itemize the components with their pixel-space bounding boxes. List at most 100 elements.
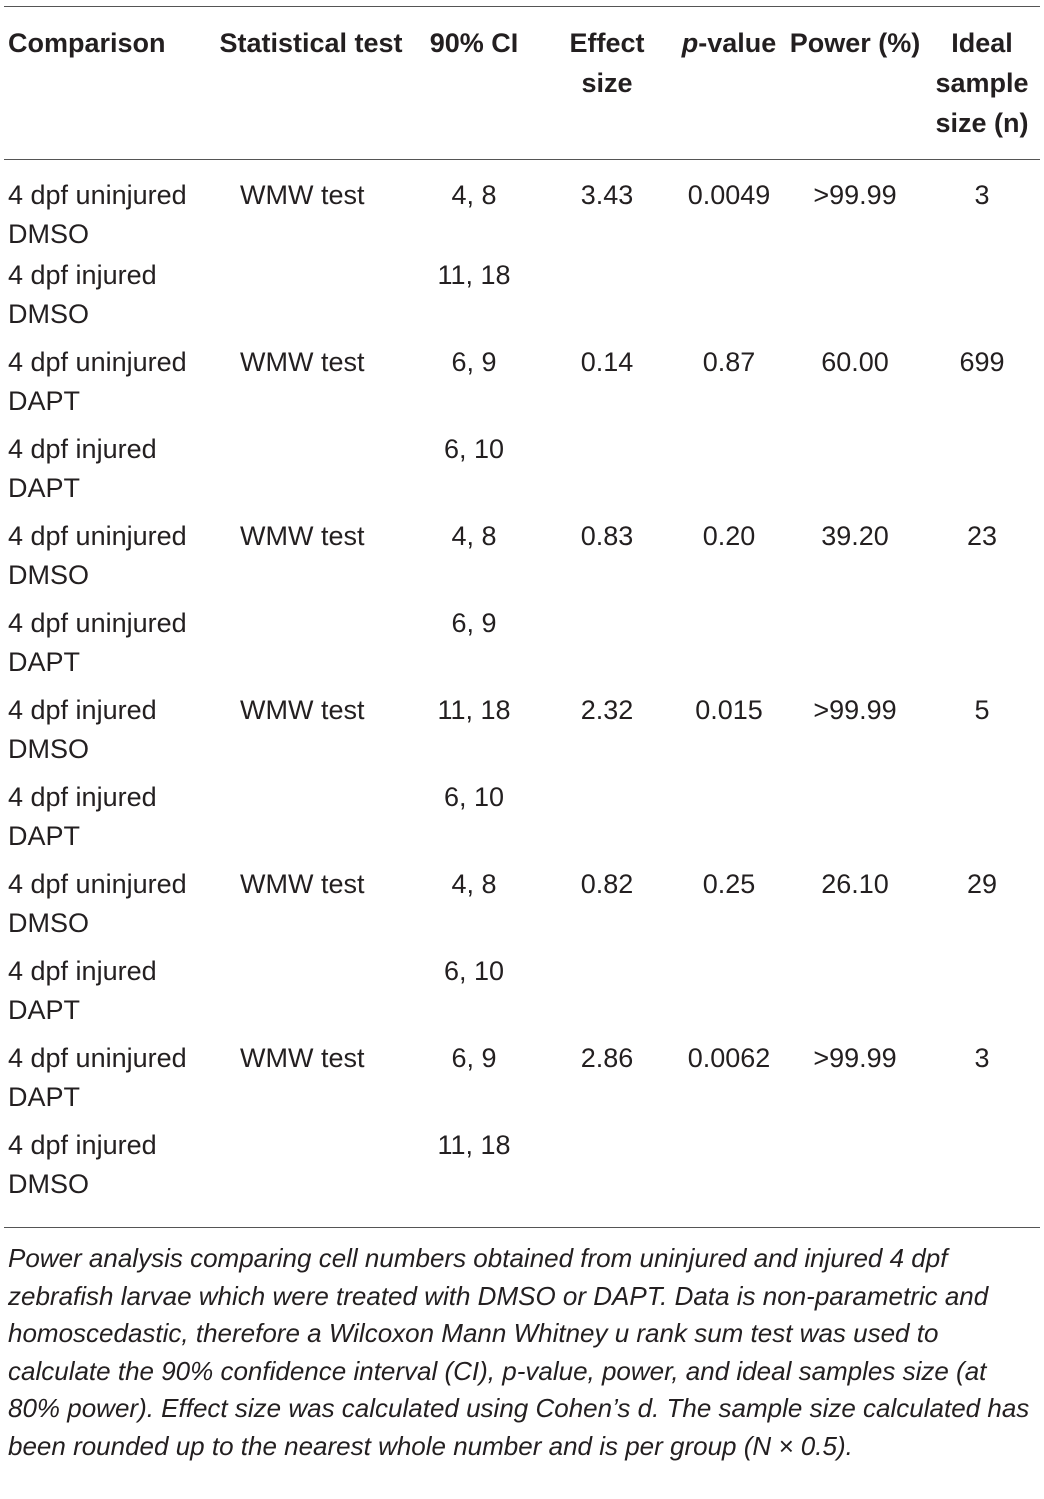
cell-ci: 4, 8 (451, 869, 497, 899)
cell-power: 39.20 (821, 521, 889, 551)
bottom-rule (4, 1227, 1040, 1228)
cell-ideal-sample-size: 5 (974, 695, 990, 725)
table-row: 4 dpf injured DAPT 6, 10 (4, 428, 1040, 515)
cell-power (786, 950, 924, 1037)
header-p-rest: -value (698, 28, 777, 58)
cell-statistical-test (216, 950, 406, 1037)
top-rule (4, 6, 1040, 7)
cell-ideal-sample-size: 29 (966, 869, 998, 899)
header-comparison: Comparison (8, 28, 166, 58)
cell-p-value: 0.015 (695, 695, 763, 725)
cell-p-value: 0.87 (702, 347, 756, 377)
cell-comparison: 4 dpf injured DAPT (8, 956, 157, 1025)
cell-ci: 6, 10 (443, 782, 505, 812)
cell-effect-size: 2.32 (580, 695, 634, 725)
table-row: 4 dpf uninjured DAPT 6, 9 (4, 602, 1040, 689)
cell-comparison: 4 dpf uninjured DMSO (8, 869, 187, 938)
cell-power: >99.99 (813, 695, 897, 725)
cell-power: 60.00 (821, 347, 889, 377)
cell-effect-size (542, 776, 672, 863)
cell-comparison: 4 dpf injured DAPT (8, 782, 157, 851)
cell-statistical-test (216, 254, 406, 341)
table-figure: Comparison Statistical test 90% CI Effec… (4, 6, 1040, 1465)
cell-ideal-sample-size (924, 776, 1040, 863)
header-statistical-test: Statistical test (219, 28, 403, 58)
cell-ci: 11, 18 (437, 260, 511, 290)
cell-power: >99.99 (813, 180, 897, 210)
cell-p-value (672, 950, 786, 1037)
cell-ci: 11, 18 (437, 1130, 511, 1160)
cell-ci: 6, 10 (443, 434, 505, 464)
header-power: Power (%) (789, 28, 921, 58)
table-row: 4 dpf uninjured DMSO WMW test 4, 8 0.83 0.20… (4, 515, 1040, 602)
header-row: Comparison Statistical test 90% CI Effec… (4, 7, 1040, 160)
cell-ideal-sample-size: 3 (974, 1043, 990, 1073)
cell-effect-size (542, 254, 672, 341)
cell-p-value: 0.20 (702, 521, 756, 551)
header-p-italic: p (681, 28, 699, 58)
cell-statistical-test: WMW test (240, 1043, 365, 1073)
cell-ci: 6, 9 (451, 347, 497, 377)
cell-comparison: 4 dpf uninjured DAPT (8, 347, 187, 416)
cell-statistical-test: WMW test (240, 180, 365, 210)
cell-effect-size: 2.86 (580, 1043, 634, 1073)
cell-p-value: 0.0049 (687, 180, 771, 210)
table-row: 4 dpf injured DMSO 11, 18 (4, 1124, 1040, 1211)
cell-power (786, 1124, 924, 1211)
cell-statistical-test: WMW test (240, 695, 365, 725)
cell-comparison: 4 dpf injured DAPT (8, 434, 157, 503)
cell-p-value (672, 602, 786, 689)
cell-comparison: 4 dpf uninjured DMSO (8, 180, 187, 249)
header-p-value: p-value (672, 7, 786, 160)
cell-ci: 6, 9 (451, 608, 497, 638)
cell-statistical-test (216, 776, 406, 863)
cell-ci: 4, 8 (451, 521, 497, 551)
cell-statistical-test (216, 602, 406, 689)
cell-ci: 11, 18 (437, 695, 511, 725)
cell-statistical-test (216, 428, 406, 515)
table-row: 4 dpf uninjured DAPT WMW test 6, 9 0.14 0.87… (4, 341, 1040, 428)
cell-effect-size (542, 1124, 672, 1211)
header-ci: 90% CI (429, 28, 519, 58)
cell-p-value (672, 428, 786, 515)
table-row: 4 dpf injured DAPT 6, 10 (4, 950, 1040, 1037)
cell-power (786, 776, 924, 863)
cell-effect-size: 3.43 (580, 180, 634, 210)
header-ideal-sample-size: Ideal sample size (n) (935, 28, 1029, 138)
header-effect-size: Effect size (569, 28, 645, 98)
cell-ideal-sample-size (924, 254, 1040, 341)
cell-power: >99.99 (813, 1043, 897, 1073)
cell-power (786, 428, 924, 515)
table-row: 4 dpf injured DMSO 11, 18 (4, 254, 1040, 341)
cell-effect-size: 0.14 (580, 347, 634, 377)
cell-ci: 6, 9 (451, 1043, 497, 1073)
table-caption: Power analysis comparing cell numbers ob… (8, 1243, 1030, 1461)
cell-comparison: 4 dpf injured DMSO (8, 1130, 157, 1199)
cell-statistical-test: WMW test (240, 347, 365, 377)
cell-power (786, 602, 924, 689)
cell-effect-size (542, 602, 672, 689)
cell-effect-size: 0.82 (580, 869, 634, 899)
cell-p-value (672, 254, 786, 341)
cell-comparison: 4 dpf injured DMSO (8, 695, 157, 764)
cell-ideal-sample-size (924, 602, 1040, 689)
cell-ideal-sample-size (924, 1124, 1040, 1211)
cell-comparison: 4 dpf uninjured DAPT (8, 1043, 187, 1112)
table-row: 4 dpf uninjured DMSO WMW test 4, 8 0.82 0.25… (4, 863, 1040, 950)
cell-ideal-sample-size (924, 428, 1040, 515)
cell-ideal-sample-size: 3 (974, 180, 990, 210)
power-analysis-table: Comparison Statistical test 90% CI Effec… (4, 7, 1040, 1211)
cell-comparison: 4 dpf uninjured DMSO (8, 521, 187, 590)
table-row: 4 dpf uninjured DAPT WMW test 6, 9 2.86 0.00… (4, 1037, 1040, 1124)
table-row: 4 dpf uninjured DMSO WMW test 4, 8 3.43 0.00… (4, 160, 1040, 255)
cell-statistical-test (216, 1124, 406, 1211)
cell-effect-size (542, 428, 672, 515)
cell-ci: 4, 8 (451, 180, 497, 210)
table-row: 4 dpf injured DAPT 6, 10 (4, 776, 1040, 863)
cell-p-value (672, 1124, 786, 1211)
cell-power (786, 254, 924, 341)
table-body: 4 dpf uninjured DMSO WMW test 4, 8 3.43 0.00… (4, 160, 1040, 1212)
cell-ideal-sample-size (924, 950, 1040, 1037)
table-row: 4 dpf injured DMSO WMW test 11, 18 2.32 0.01… (4, 689, 1040, 776)
cell-p-value: 0.25 (702, 869, 756, 899)
